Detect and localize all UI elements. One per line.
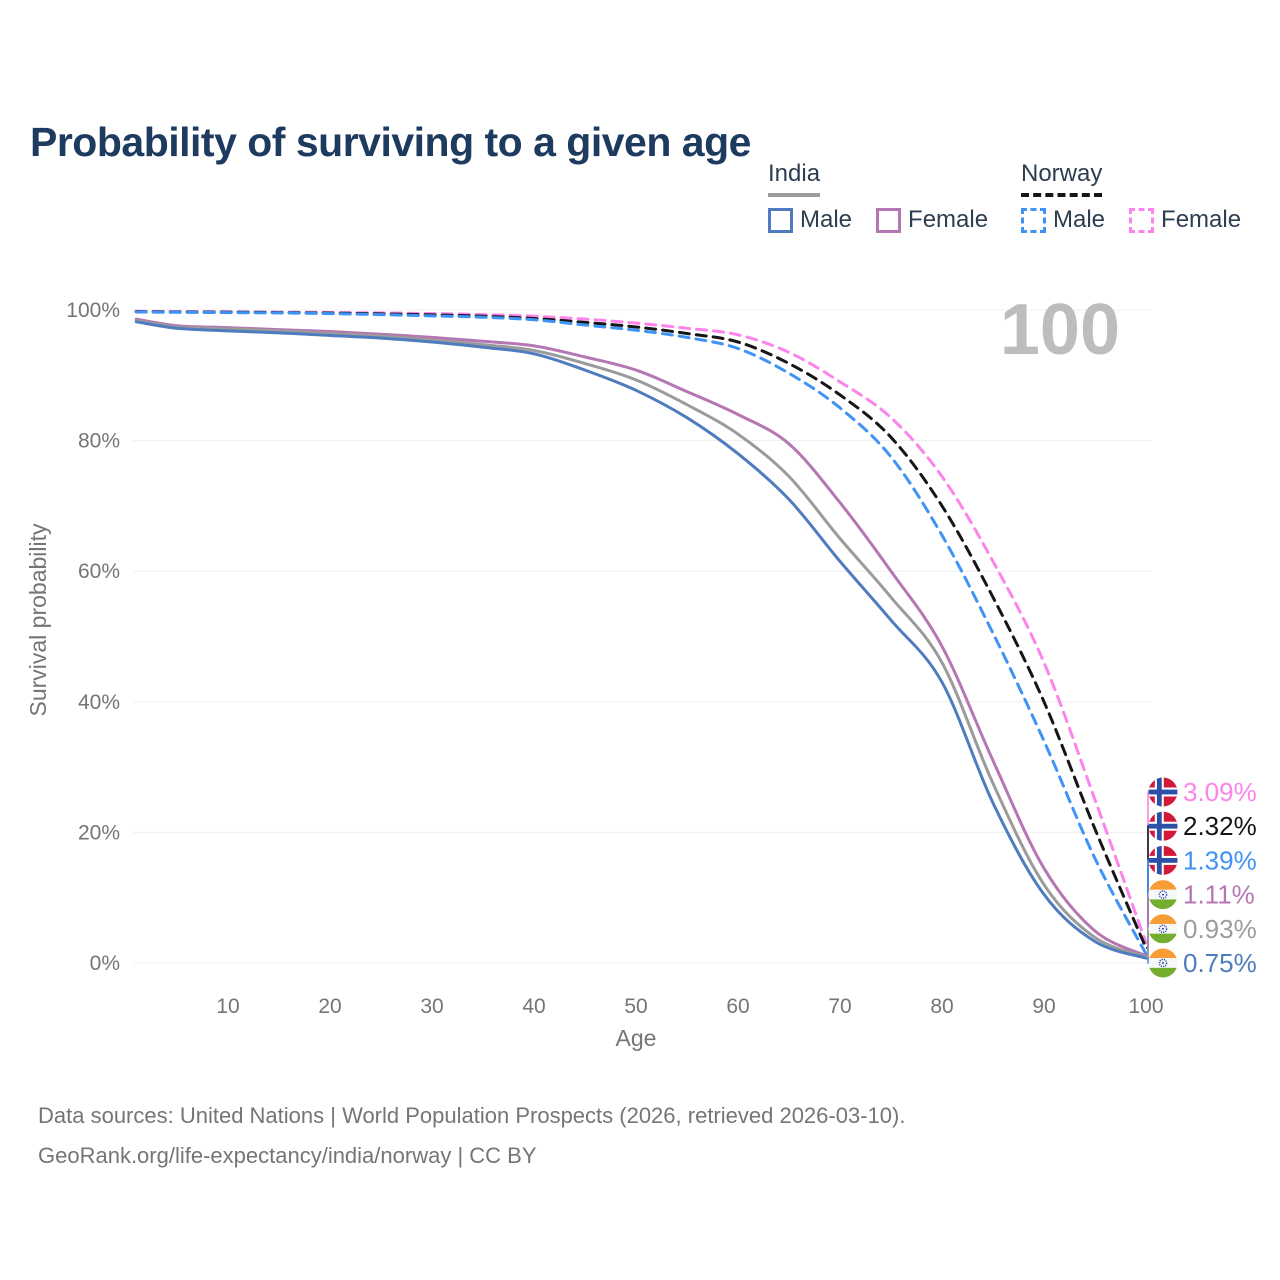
footer: Data sources: United Nations | World Pop…: [38, 1096, 905, 1176]
legend-item-india-male[interactable]: Male: [768, 206, 852, 234]
end-label-value-norway-male: 1.39%: [1183, 845, 1257, 875]
x-tick-label: 90: [1032, 995, 1055, 1018]
x-tick-label: 70: [828, 995, 851, 1018]
survival-curves: [134, 309, 1148, 960]
survival-curve-norway-overall[interactable]: [134, 310, 1148, 950]
legend-group-norway: Norway Male Female: [1021, 160, 1265, 234]
x-tick-label: 60: [726, 995, 749, 1018]
end-label-connector-norway-male: [1146, 859, 1152, 955]
y-tick-label: 80%: [78, 430, 120, 453]
legend-label-norway-female: Female: [1161, 206, 1242, 233]
x-tick-label: 20: [318, 995, 341, 1018]
y-tick-label: 20%: [78, 821, 120, 844]
page-title: Probability of surviving to a given age: [30, 119, 751, 166]
norway-female-swatch-icon[interactable]: [1129, 207, 1155, 233]
data-sources-line: Data sources: United Nations | World Pop…: [38, 1103, 906, 1128]
legend-country-india: India: [768, 160, 821, 197]
y-tick-label: 40%: [78, 691, 120, 714]
x-tick-label: 80: [930, 995, 953, 1018]
legend-item-norway-male[interactable]: Male: [1021, 206, 1105, 234]
attribution-line: GeoRank.org/life-expectancy/india/norway…: [38, 1143, 537, 1168]
norway-flag-icon: [1148, 811, 1178, 841]
india-flag-icon: [1148, 880, 1178, 910]
legend-item-india-female[interactable]: Female: [876, 206, 988, 234]
india-flag-icon: [1148, 914, 1178, 944]
survival-curve-norway-male[interactable]: [134, 310, 1148, 956]
legend-group-india: India Male Female: [768, 160, 1012, 234]
india-male-swatch-icon[interactable]: [768, 207, 793, 233]
axis-ticks: 0% 20% 40% 60% 80% 100% 10 20 30 40 50 60 70 80 90 100 A…: [25, 299, 1164, 1051]
gridlines: [133, 309, 1152, 964]
norway-male-swatch-icon[interactable]: [1021, 207, 1046, 233]
india-female-swatch-icon[interactable]: [876, 207, 902, 233]
y-tick-label: 0%: [90, 952, 120, 975]
legend-country-norway: Norway: [1021, 160, 1103, 197]
norway-flag-icon: [1148, 845, 1178, 875]
legend-item-norway-female[interactable]: Female: [1129, 206, 1241, 234]
end-label-value-norway-overall: 2.32%: [1183, 811, 1257, 841]
x-axis-title: Age: [616, 1025, 657, 1051]
x-tick-label: 50: [624, 995, 647, 1018]
x-tick-label: 30: [420, 995, 443, 1018]
india-flag-icon: [1148, 948, 1178, 978]
y-axis-title: Survival probability: [25, 523, 51, 717]
x-tick-label: 10: [216, 995, 239, 1018]
end-label-value-india-male: 0.75%: [1183, 948, 1257, 978]
x-tick-label: 40: [522, 995, 545, 1018]
survival-curve-india-male[interactable]: [134, 320, 1148, 960]
legend-items-norway: Male Female: [1021, 206, 1265, 234]
legend-label-india-female: Female: [908, 206, 989, 233]
legend-items-india: Male Female: [768, 206, 1012, 234]
end-label-value-india-female: 1.11%: [1183, 880, 1255, 910]
legend-label-norway-male: Male: [1053, 206, 1106, 233]
norway-flag-icon: [1148, 777, 1178, 807]
age-counter: 100: [999, 290, 1120, 370]
survival-curve-india-overall[interactable]: [134, 318, 1148, 959]
end-label-value-india-overall: 0.93%: [1183, 914, 1257, 944]
end-labels: 3.09% 2.32% 1.39% 1.11% 0.93% 0.75%: [1146, 777, 1257, 978]
survival-curve-norway-female[interactable]: [134, 309, 1148, 945]
y-tick-label: 60%: [78, 560, 120, 583]
end-label-value-norway-female: 3.09%: [1183, 777, 1257, 807]
x-tick-label: 100: [1128, 995, 1163, 1018]
legend-label-india-male: Male: [800, 206, 853, 233]
y-tick-label: 100%: [66, 299, 120, 322]
survival-curve-india-female[interactable]: [134, 317, 1148, 958]
